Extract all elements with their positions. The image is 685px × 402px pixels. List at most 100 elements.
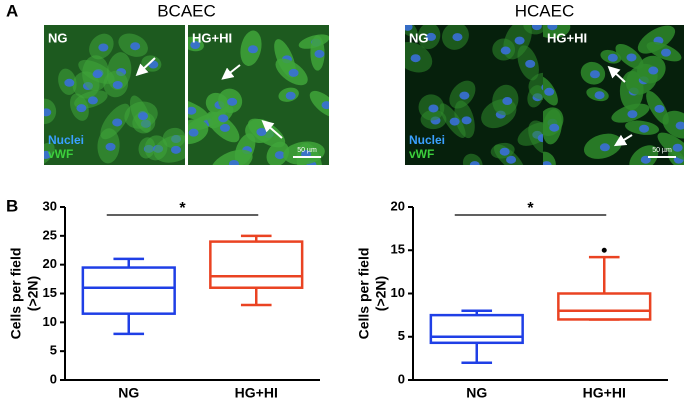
nucleus <box>661 48 672 57</box>
box <box>209 240 304 289</box>
stain-label: Nuclei <box>409 133 445 147</box>
image-label: NG <box>48 30 68 45</box>
arrow <box>607 65 626 83</box>
scale-label: 50 µm <box>652 147 672 154</box>
nucleus <box>188 106 197 115</box>
nucleus <box>87 96 98 105</box>
y-tick-label: 15 <box>43 285 57 300</box>
nucleus <box>321 101 329 110</box>
nucleus <box>92 70 103 79</box>
nucleus <box>219 123 230 132</box>
nucleus <box>627 110 638 119</box>
image-label: HG+HI <box>192 30 232 45</box>
nucleus <box>428 104 439 113</box>
nucleus <box>654 104 665 113</box>
arrow <box>221 64 241 80</box>
nucleus <box>449 117 460 126</box>
nucleus <box>285 91 296 100</box>
panel-label: A <box>6 1 18 20</box>
y-tick-label: 20 <box>43 256 57 271</box>
x-tick-label: HG+HI <box>235 385 278 401</box>
nucleus <box>469 161 480 165</box>
nucleus <box>44 150 52 159</box>
nucleus <box>506 155 517 164</box>
nucleus <box>500 46 511 55</box>
stain-label: Nuclei <box>48 133 84 147</box>
stain-label: vWF <box>48 147 73 161</box>
nucleus <box>288 68 299 77</box>
nucleus <box>672 143 683 152</box>
nucleus <box>525 59 536 68</box>
nucleus <box>544 87 555 96</box>
nucleus <box>112 81 123 90</box>
arrow <box>261 120 283 139</box>
arrow <box>613 134 633 147</box>
nucleus <box>626 53 637 62</box>
y-axis-label: Cells per field <box>8 248 24 340</box>
nucleus <box>405 25 413 31</box>
box <box>557 292 652 321</box>
nucleus <box>459 91 470 100</box>
image-label: NG <box>409 30 429 45</box>
scale-label: 50 µm <box>297 147 317 154</box>
nucleus <box>314 49 325 58</box>
y-tick-label: 5 <box>398 328 405 343</box>
significance-label: * <box>527 200 534 217</box>
nucleus <box>543 161 552 165</box>
nucleus <box>98 43 109 52</box>
nucleus <box>549 123 560 132</box>
arrow <box>135 57 156 77</box>
y-tick-label: 10 <box>391 285 405 300</box>
nucleus <box>461 116 472 125</box>
image-label: HG+HI <box>547 30 587 45</box>
nucleus <box>76 104 87 113</box>
group-title: BCAEC <box>157 1 216 20</box>
box <box>81 266 176 315</box>
nucleus <box>138 112 149 121</box>
x-tick-label: NG <box>118 385 139 401</box>
nucleus <box>639 124 650 133</box>
nucleus <box>410 54 421 63</box>
nucleus <box>190 41 201 50</box>
outlier <box>601 247 607 253</box>
y-axis-label: (>2N) <box>373 276 389 311</box>
nucleus <box>218 114 229 123</box>
x-tick-label: NG <box>466 385 487 401</box>
nucleus <box>547 25 558 31</box>
nucleus <box>228 159 239 165</box>
nucleus <box>499 147 510 156</box>
nucleus <box>426 32 437 41</box>
nucleus <box>675 121 684 130</box>
stain-label: vWF <box>409 147 434 161</box>
nucleus <box>188 128 199 137</box>
nucleus <box>589 70 600 79</box>
x-tick-label: HG+HI <box>583 385 626 401</box>
group-title: HCAEC <box>515 1 575 20</box>
nucleus <box>112 118 123 127</box>
nucleus <box>452 33 463 42</box>
nucleus <box>227 97 238 106</box>
nucleus <box>594 91 605 100</box>
y-tick-label: 0 <box>50 371 57 386</box>
significance-label: * <box>179 200 186 217</box>
nucleus <box>531 25 542 31</box>
nucleus <box>170 145 181 154</box>
y-axis-label: Cells per field <box>356 248 372 340</box>
nucleus <box>514 36 525 45</box>
nucleus <box>247 45 258 54</box>
nucleus <box>105 142 116 151</box>
nucleus <box>64 78 75 87</box>
y-tick-label: 15 <box>391 242 405 257</box>
nucleus <box>274 151 285 160</box>
nucleus <box>256 128 267 137</box>
nucleus <box>648 66 659 75</box>
nucleus <box>599 143 610 152</box>
cells <box>188 30 329 165</box>
cells <box>44 33 185 165</box>
box <box>429 313 524 345</box>
panel-label: B <box>6 196 18 215</box>
y-tick-label: 25 <box>43 227 57 242</box>
y-axis-label: (>2N) <box>25 276 41 311</box>
y-tick-label: 0 <box>398 371 405 386</box>
